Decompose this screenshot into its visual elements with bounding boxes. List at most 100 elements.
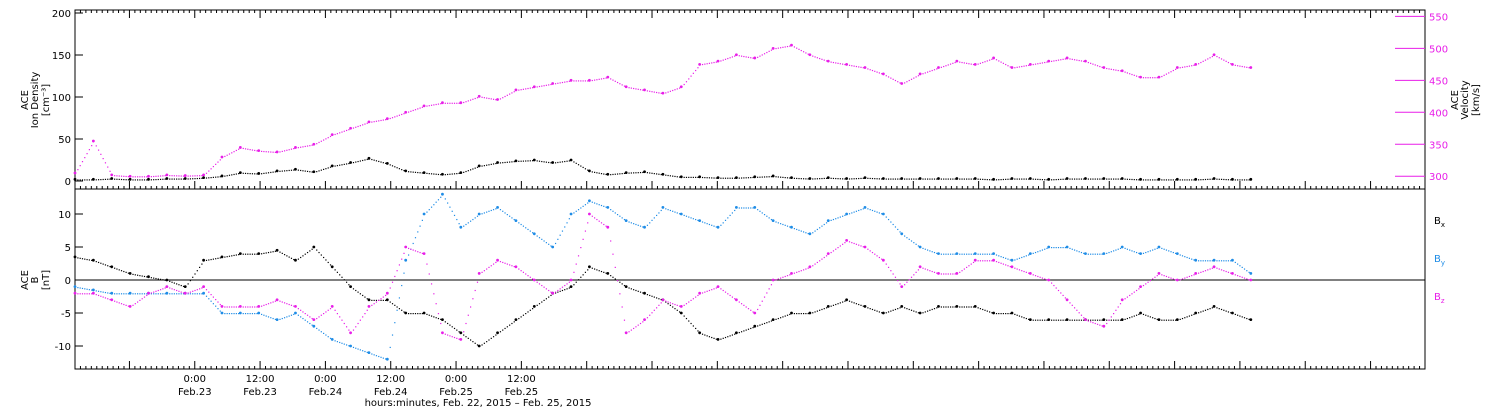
bz-point (862, 246, 864, 248)
bx-point (867, 307, 869, 309)
velocity-point (1234, 64, 1236, 66)
bx-point (1047, 318, 1051, 321)
by-point (81, 287, 84, 290)
velocity-point (205, 172, 208, 174)
by-point (716, 225, 720, 229)
by-point (697, 219, 699, 221)
by-point (678, 213, 681, 215)
bz-point (110, 298, 114, 302)
density-point (1094, 178, 1096, 180)
bz-point (1119, 303, 1122, 305)
bx-point (267, 251, 270, 254)
velocity-point (228, 153, 231, 155)
bz-point (311, 317, 313, 320)
bx-point (256, 253, 258, 255)
by-point (1062, 247, 1064, 249)
by-point (251, 313, 254, 315)
bz-point (1234, 274, 1236, 276)
bz-point (722, 289, 724, 292)
by-point (630, 222, 632, 224)
velocity-point (220, 155, 224, 159)
bx-point (688, 320, 690, 322)
bx-point (674, 308, 676, 310)
bx-point (683, 315, 685, 317)
x-tick-time-label: 0:00 (184, 374, 206, 385)
velocity-point (1157, 75, 1161, 79)
bz-point (123, 303, 125, 306)
velocity-point (991, 58, 993, 60)
bz-point (171, 288, 173, 290)
velocity-point (929, 70, 931, 72)
bx-point (109, 265, 111, 268)
bz-point (477, 272, 481, 275)
bz-point (1243, 277, 1246, 279)
velocity-point (995, 59, 998, 61)
by-point (633, 223, 635, 225)
velocity-point (577, 80, 580, 82)
bx-point (1249, 318, 1253, 321)
by-point (97, 290, 100, 292)
bz-point (157, 289, 159, 292)
by-point (885, 216, 887, 218)
bz-point (518, 268, 520, 270)
bx-point (986, 310, 988, 312)
density-point (821, 177, 823, 180)
bx-point (775, 318, 777, 320)
density-point (701, 176, 704, 179)
velocity-point (747, 56, 750, 58)
by-point (1021, 256, 1023, 259)
bz-point (529, 276, 531, 278)
bz-point (1172, 278, 1174, 280)
by-point (1002, 256, 1004, 259)
density-point (283, 170, 286, 172)
velocity-point (297, 147, 299, 149)
by-point (1071, 248, 1073, 250)
bz-point (1131, 293, 1133, 295)
density-point (637, 172, 639, 174)
bx-point (1225, 310, 1227, 312)
bx-point (924, 311, 926, 313)
bz-point (918, 265, 922, 269)
velocity-point (633, 87, 635, 90)
bx-point (349, 285, 352, 288)
velocity-point (984, 61, 986, 63)
bx-point (596, 269, 598, 271)
by-point (102, 291, 104, 293)
bz-point (899, 283, 901, 285)
bz-point (704, 291, 706, 293)
by-point (851, 212, 853, 214)
by-point (614, 212, 616, 214)
bx-point (123, 270, 125, 273)
density-point (380, 161, 382, 163)
bz-point (407, 247, 410, 250)
bx-point (1009, 313, 1011, 315)
density-point (931, 178, 933, 180)
by-point (513, 218, 515, 221)
bx-point (488, 339, 490, 341)
bx-point (355, 289, 357, 292)
bx-point (293, 258, 295, 261)
bx-point (348, 284, 350, 286)
density-point (437, 173, 440, 176)
by-point (610, 209, 612, 211)
bz-point (1055, 287, 1057, 289)
bz-point (532, 278, 534, 280)
density-point (1188, 179, 1191, 181)
by-point (404, 258, 408, 262)
bx-point (908, 308, 910, 311)
density-point (606, 172, 610, 176)
bz-point (906, 281, 908, 283)
velocity-point (444, 102, 446, 104)
by-point (945, 253, 947, 255)
by-point (91, 288, 95, 292)
bz-point (538, 283, 541, 285)
bz-point (763, 296, 766, 298)
bz-point (1209, 268, 1211, 270)
density-point (871, 177, 874, 180)
bx-point (91, 259, 93, 261)
velocity-point (506, 94, 508, 96)
velocity-point (1044, 61, 1046, 64)
bz-point (304, 313, 306, 315)
bz-point (1135, 289, 1138, 292)
bz-point (205, 289, 208, 291)
